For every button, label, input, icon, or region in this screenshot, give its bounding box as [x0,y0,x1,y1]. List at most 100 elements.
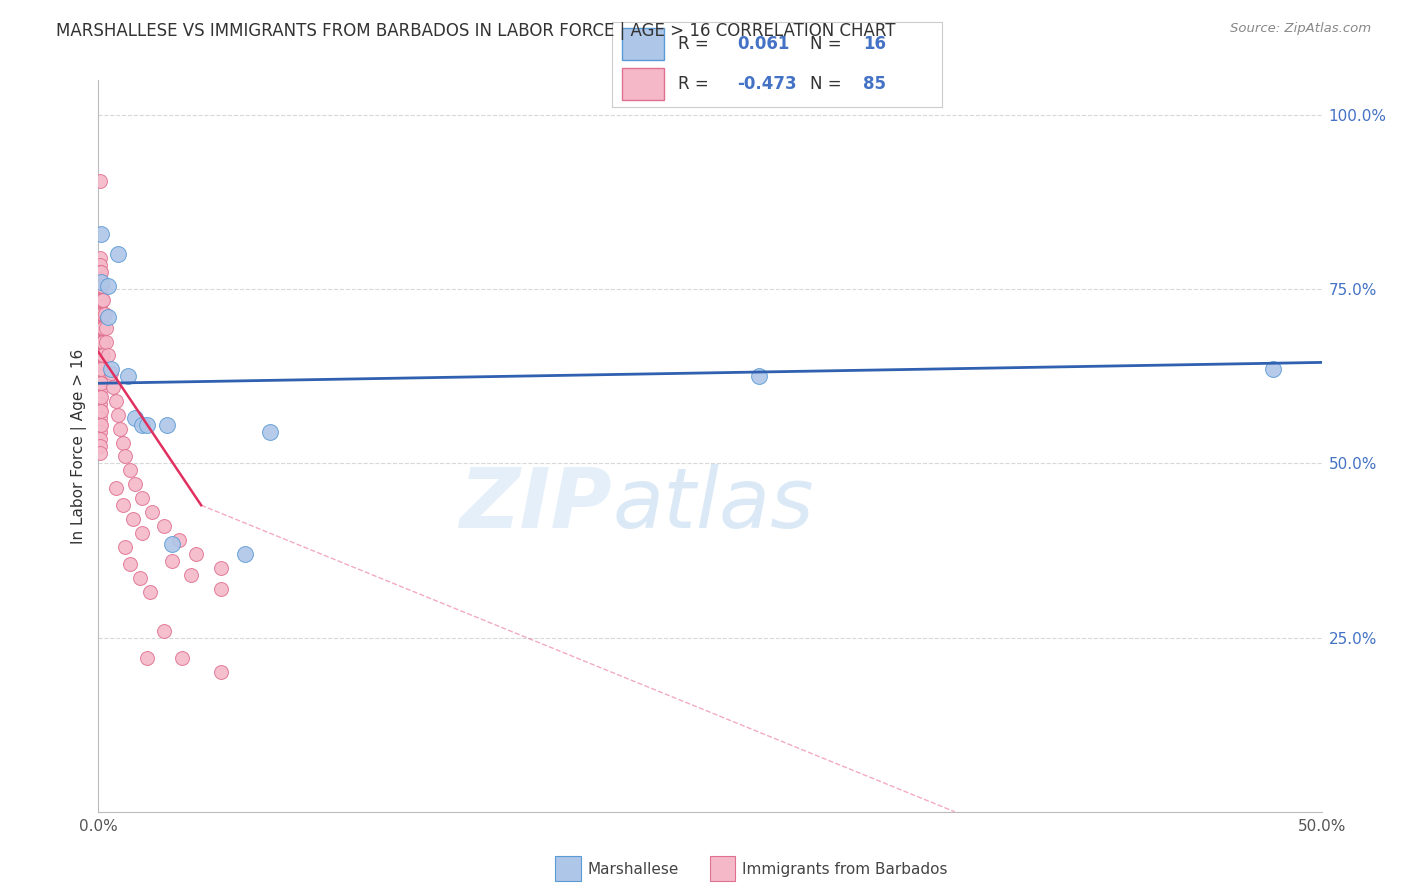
Point [89,390,111,404]
Point [121,512,143,526]
Point [233,547,256,561]
Point [97,310,120,325]
Point [97,278,120,293]
Point [209,582,232,596]
Point [89,446,111,460]
Point [89,313,111,327]
Point [89,439,111,453]
Point [94,334,117,349]
Text: Marshallese: Marshallese [588,863,679,877]
Point [131,491,153,506]
Point [89,272,111,286]
Point [89,174,111,188]
Point [90,362,112,376]
Point [89,342,111,356]
Point [91,320,114,334]
Bar [621,29,665,61]
Point [91,307,114,321]
Point [111,435,134,450]
Point [136,651,159,665]
Text: ZIP: ZIP [460,464,612,545]
Point [1261,362,1284,376]
Point [101,380,124,394]
Point [89,320,111,334]
Point [110,421,132,435]
Point [90,265,112,279]
Bar [621,68,665,100]
Point [90,278,112,293]
Point [89,334,111,349]
Point [90,348,112,362]
Point [89,397,111,411]
Point [89,432,111,446]
Point [91,293,114,307]
Point [90,404,112,418]
Point [114,450,136,464]
Point [97,348,120,362]
Point [160,554,183,568]
Point [153,624,176,638]
Point [124,477,146,491]
Point [90,376,112,391]
Point [90,390,112,404]
Text: N =: N = [810,36,841,54]
Point [91,348,114,362]
Point [153,519,176,533]
Point [136,418,159,433]
Point [91,348,114,362]
Point [120,558,142,572]
Point [90,227,112,241]
Point [89,278,111,293]
Point [129,571,152,585]
Point [100,366,122,380]
Point [89,258,111,272]
Point [170,651,193,665]
Point [89,384,111,398]
Text: R =: R = [678,75,709,93]
Point [180,567,202,582]
Point [89,369,111,384]
Text: 0.061: 0.061 [737,36,790,54]
Point [139,585,162,599]
Point [104,393,127,408]
Point [114,540,136,554]
Point [90,293,112,307]
Point [89,293,111,307]
Point [90,334,112,349]
Text: N =: N = [810,75,841,93]
Point [91,293,114,307]
Point [91,320,114,334]
Point [89,348,111,362]
Point [117,369,139,384]
Point [89,425,111,439]
Point [90,307,112,321]
Point [89,355,111,369]
Point [89,418,111,433]
Point [90,418,112,433]
Point [100,362,122,376]
Point [91,307,114,321]
Point [209,561,232,575]
Text: Source: ZipAtlas.com: Source: ZipAtlas.com [1230,22,1371,36]
Point [120,463,142,477]
Point [89,411,111,425]
Y-axis label: In Labor Force | Age > 16: In Labor Force | Age > 16 [72,349,87,543]
Point [89,307,111,321]
Point [186,547,208,561]
Text: R =: R = [678,36,709,54]
Text: atlas: atlas [612,464,814,545]
Point [131,526,153,541]
Point [748,369,770,384]
Point [89,300,111,314]
Text: 85: 85 [863,75,886,93]
Point [259,425,281,439]
Point [91,334,114,349]
Point [107,247,129,261]
Text: 16: 16 [863,36,886,54]
Point [124,411,146,425]
Point [93,307,115,321]
Point [91,334,114,349]
Point [89,327,111,342]
Text: -0.473: -0.473 [737,75,797,93]
Point [131,418,153,433]
